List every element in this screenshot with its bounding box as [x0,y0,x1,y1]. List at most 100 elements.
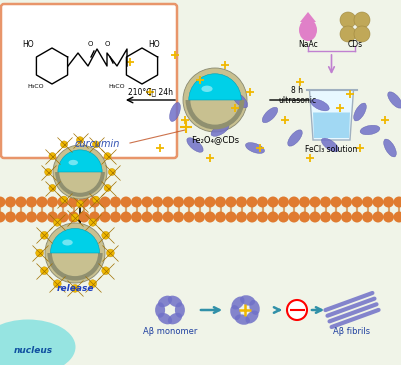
Circle shape [383,211,394,223]
Text: NaAc: NaAc [298,40,318,49]
Circle shape [0,211,6,223]
Ellipse shape [245,143,265,153]
Circle shape [26,211,37,223]
Ellipse shape [311,99,329,111]
Text: CDs: CDs [347,40,363,49]
Circle shape [205,211,215,223]
Circle shape [104,184,111,191]
Circle shape [362,211,373,223]
Circle shape [102,231,109,239]
Circle shape [299,211,310,223]
Circle shape [49,153,56,160]
Circle shape [287,300,307,320]
Circle shape [99,211,111,223]
Circle shape [36,249,43,257]
Circle shape [299,196,310,207]
Circle shape [162,211,174,223]
Circle shape [288,196,300,207]
Circle shape [257,196,268,207]
Circle shape [0,196,6,207]
Circle shape [61,196,68,203]
Ellipse shape [201,86,213,92]
Circle shape [393,211,401,223]
Circle shape [267,196,279,207]
Circle shape [45,169,52,176]
Ellipse shape [232,92,248,108]
Wedge shape [51,228,99,253]
Circle shape [362,196,373,207]
Ellipse shape [155,302,165,318]
Text: FeCl₃ solution: FeCl₃ solution [306,145,358,154]
Text: ultrasonic: ultrasonic [278,96,316,105]
Circle shape [142,196,152,207]
Text: release: release [56,284,94,293]
Text: Aβ fibrils: Aβ fibrils [334,327,371,336]
Circle shape [340,26,356,42]
Circle shape [92,141,99,148]
Circle shape [194,196,205,207]
Wedge shape [47,253,103,281]
Text: HO: HO [22,40,34,49]
Ellipse shape [168,313,182,324]
Circle shape [92,196,99,203]
Circle shape [5,211,16,223]
Circle shape [77,137,83,144]
Circle shape [99,196,111,207]
Circle shape [61,141,68,148]
Text: nucleus: nucleus [14,346,53,355]
Circle shape [184,196,194,207]
Circle shape [120,211,132,223]
Circle shape [47,196,58,207]
Circle shape [330,211,342,223]
Circle shape [16,211,26,223]
Text: HO: HO [148,40,160,49]
Circle shape [393,196,401,207]
Circle shape [53,145,107,199]
Circle shape [36,211,47,223]
Ellipse shape [231,296,245,310]
Polygon shape [313,112,350,138]
Circle shape [89,196,100,207]
Wedge shape [186,100,245,130]
Circle shape [247,211,257,223]
Ellipse shape [322,138,338,152]
Circle shape [225,211,237,223]
Polygon shape [310,90,354,140]
Circle shape [102,267,109,274]
Circle shape [247,196,257,207]
Circle shape [330,196,342,207]
Circle shape [131,196,142,207]
Circle shape [173,196,184,207]
Ellipse shape [354,103,367,121]
Circle shape [71,214,79,222]
Circle shape [236,196,247,207]
Ellipse shape [240,295,255,306]
Ellipse shape [249,300,260,315]
Circle shape [79,196,89,207]
Ellipse shape [187,138,203,152]
Wedge shape [58,150,102,172]
Circle shape [354,12,370,28]
Circle shape [104,153,111,160]
Circle shape [215,211,226,223]
Circle shape [162,196,174,207]
Circle shape [108,169,115,176]
Circle shape [257,211,268,223]
Circle shape [310,211,320,223]
Wedge shape [189,74,241,100]
Ellipse shape [211,124,229,137]
Circle shape [320,211,331,223]
Circle shape [41,267,48,274]
Text: 210°C， 24h: 210°C， 24h [128,87,172,96]
Circle shape [57,211,69,223]
Circle shape [89,280,97,288]
Ellipse shape [262,107,278,123]
Circle shape [77,200,83,207]
Circle shape [53,280,61,288]
Ellipse shape [384,139,396,157]
Circle shape [89,211,100,223]
Circle shape [47,211,58,223]
Ellipse shape [360,125,380,135]
Circle shape [383,196,394,207]
Ellipse shape [299,19,317,41]
